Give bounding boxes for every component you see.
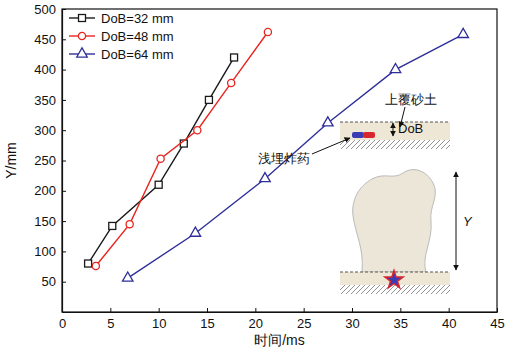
tick-label: 5: [107, 316, 114, 331]
tick: 150: [34, 214, 66, 229]
data-point: [109, 222, 116, 229]
tick-label: 10: [152, 316, 166, 331]
data-point: [231, 54, 238, 61]
tick-label: 25: [297, 316, 311, 331]
tick: 250: [34, 153, 66, 168]
dob-arrow: [393, 123, 394, 136]
legend-marker: [79, 15, 86, 22]
ground: [340, 140, 450, 149]
tick-label: 30: [345, 316, 359, 331]
plume: [353, 170, 436, 272]
tick-label: 400: [34, 62, 56, 77]
data-point: [126, 221, 133, 228]
series-line: [128, 34, 463, 278]
sand-layer: [340, 122, 450, 140]
data-point: [264, 28, 271, 35]
tick-label: 300: [34, 123, 56, 138]
y-axis: 50 100 150 200 250 300 350 400 450 500: [34, 2, 66, 313]
tick-label: 100: [34, 244, 56, 259]
explosive: [352, 132, 364, 138]
legend-item: DoB=32 mm: [69, 11, 174, 26]
tick-label: 45: [490, 316, 504, 331]
tick-label: 350: [34, 93, 56, 108]
tick: 450: [34, 32, 66, 47]
data-point: [157, 155, 164, 162]
tick: 400: [34, 62, 66, 77]
legend-marker: [77, 48, 88, 57]
series-line: [96, 32, 268, 266]
chart: 0 5 10 15 20 25 30 35 40 45 50 100 150 200 250 300 350 40…: [0, 0, 511, 351]
data-point: [228, 79, 235, 86]
tick-label: 0: [59, 316, 66, 331]
plot-area: 0 5 10 15 20 25 30 35 40 45 50 100 150 200 250 300 350 40…: [34, 2, 504, 332]
tick: 500: [34, 2, 66, 17]
x-axis-title: 时间/ms: [254, 332, 305, 348]
data-point: [92, 262, 99, 269]
series-group: [85, 28, 469, 281]
tick-label: 15: [200, 316, 214, 331]
data-point: [458, 28, 469, 37]
explosion: [383, 268, 406, 290]
plot-frame: [62, 9, 497, 312]
legend-label: DoB=48 mm: [101, 29, 174, 44]
explosive: [363, 132, 375, 138]
tick: 350: [34, 93, 66, 108]
tick-label: 20: [249, 316, 263, 331]
tick-label: 250: [34, 153, 56, 168]
legend-item: DoB=64 mm: [69, 47, 174, 62]
legend-item: DoB=48 mm: [69, 29, 174, 44]
tick: 100: [34, 244, 66, 259]
ground: [340, 285, 450, 294]
tick-label: 150: [34, 214, 56, 229]
annotation: Y: [463, 214, 473, 229]
legend-label: DoB=64 mm: [101, 47, 174, 62]
data-point: [194, 127, 201, 134]
y-arrow: [456, 172, 457, 270]
legend: DoB=32 mm DoB=48 mm DoB=64 mm: [69, 11, 174, 62]
surface-line: [340, 122, 450, 123]
annotation: 浅埋炸药: [258, 151, 310, 166]
explosion: [387, 273, 401, 286]
data-point: [155, 181, 162, 188]
tick-label: 35: [394, 316, 408, 331]
data-point: [205, 96, 212, 103]
legend-label: DoB=32 mm: [101, 11, 174, 26]
tick-label: 500: [34, 2, 56, 17]
tick-label: 50: [42, 274, 56, 289]
data-point: [260, 173, 271, 182]
leader-arrow: [312, 138, 350, 154]
tick-label: 450: [34, 32, 56, 47]
tick: 200: [34, 183, 66, 198]
data-point: [85, 260, 92, 267]
series-line: [88, 57, 234, 263]
data-point: [323, 117, 334, 126]
tick-label: 200: [34, 183, 56, 198]
data-point: [390, 64, 401, 73]
legend-marker: [78, 32, 85, 39]
annotation: 上覆砂土: [385, 92, 437, 107]
data-point: [122, 272, 133, 281]
tick: 300: [34, 123, 66, 138]
tick-label: 40: [442, 316, 456, 331]
y-axis-title: Y/mm: [3, 142, 19, 179]
inset-illustration: [312, 107, 456, 294]
data-point: [190, 227, 201, 236]
annotation: DoB: [398, 121, 423, 136]
